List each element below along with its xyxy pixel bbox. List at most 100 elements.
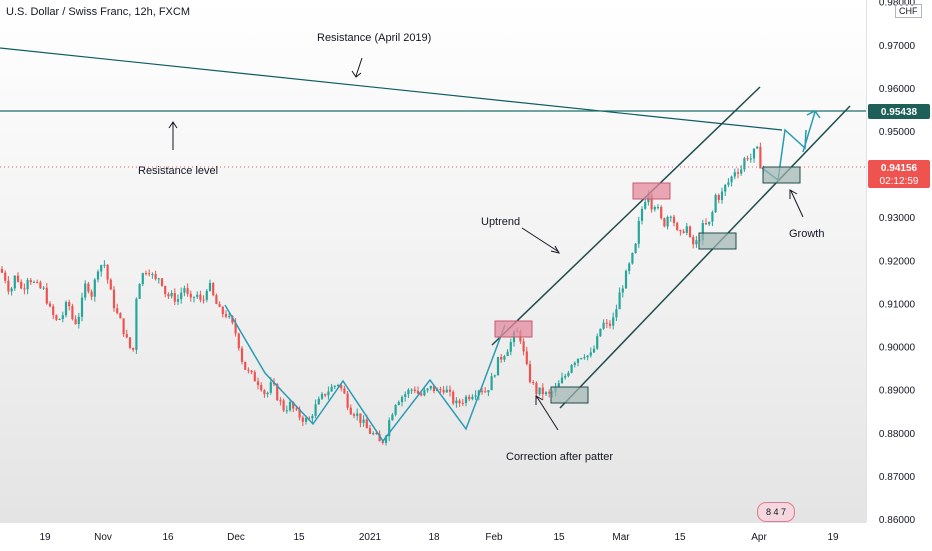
candle-body-17 xyxy=(55,315,58,320)
candle-body-36 xyxy=(116,308,119,314)
time-tick-8: 15 xyxy=(553,532,565,543)
price-axis[interactable] xyxy=(866,0,932,522)
candle-body-16 xyxy=(52,306,55,316)
candle-body-206 xyxy=(660,206,663,219)
candle-body-183 xyxy=(586,355,589,358)
candle-body-40 xyxy=(128,337,132,348)
candle-body-182 xyxy=(583,357,586,359)
countdown-label: 02:12:59 xyxy=(880,176,919,187)
candle-body-142 xyxy=(455,400,458,404)
candle-body-198 xyxy=(634,243,637,253)
candle-body-61 xyxy=(196,294,199,297)
candle-body-19 xyxy=(61,315,64,319)
tradingview-badge[interactable]: 8 4 7 xyxy=(757,502,795,522)
candle-body-145 xyxy=(464,396,468,403)
candle-body-186 xyxy=(596,336,599,349)
currency-badge[interactable]: CHF xyxy=(895,4,922,18)
candle-body-41 xyxy=(132,347,135,350)
candle-body-32 xyxy=(103,264,106,266)
candle-body-158 xyxy=(506,351,509,357)
candle-body-194 xyxy=(621,288,624,293)
candle-body-35 xyxy=(112,289,116,309)
candle-body-167 xyxy=(535,382,538,395)
candle-body-210 xyxy=(672,216,676,223)
candle-body-226 xyxy=(724,184,727,192)
candle-body-193 xyxy=(618,292,621,310)
candle-body-147 xyxy=(471,396,474,400)
candle-body-11 xyxy=(36,281,39,283)
candle-body-45 xyxy=(144,273,148,275)
candle-body-86 xyxy=(276,384,279,401)
candle-body-65 xyxy=(208,283,212,291)
candle-body-169 xyxy=(541,387,544,395)
candle-body-174 xyxy=(557,383,560,388)
candle-body-90 xyxy=(288,402,292,411)
candle-body-21 xyxy=(68,302,71,307)
price-tick-5: 0.93000 xyxy=(879,213,916,224)
time-tick-9: Mar xyxy=(612,532,630,543)
candle-body-222 xyxy=(711,212,714,222)
candle-body-236 xyxy=(756,146,759,149)
candle-body-153 xyxy=(490,376,493,391)
candle-body-164 xyxy=(525,351,528,365)
candle-body-170 xyxy=(544,392,548,395)
support-box-3 xyxy=(762,166,801,184)
resistance-level-arrow xyxy=(168,121,178,150)
candle-body-177 xyxy=(567,372,570,377)
candle-body-116 xyxy=(372,433,375,435)
candle-body-27 xyxy=(87,283,90,292)
support-box-2 xyxy=(698,232,737,250)
candle-body-75 xyxy=(240,348,244,362)
price-tick-3: 0.95000 xyxy=(879,127,916,138)
candle-body-217 xyxy=(695,240,698,245)
candle-body-139 xyxy=(445,389,448,393)
candle-body-13 xyxy=(42,287,45,289)
pattern-zigzag xyxy=(224,304,506,443)
candle-body-199 xyxy=(637,220,640,244)
candle-body-104 xyxy=(333,385,336,387)
candle-body-95 xyxy=(304,418,308,422)
candle-body-71 xyxy=(228,316,231,318)
candle-body-56 xyxy=(180,292,183,300)
candle-body-197 xyxy=(631,252,634,264)
candle-body-230 xyxy=(736,172,740,174)
candle-body-2 xyxy=(7,280,10,292)
candle-body-152 xyxy=(487,390,490,393)
candle-body-91 xyxy=(292,402,295,409)
candle-body-126 xyxy=(404,394,407,397)
candle-body-37 xyxy=(119,313,122,319)
candle-body-81 xyxy=(260,385,263,391)
candle-body-141 xyxy=(452,391,455,404)
candle-body-131 xyxy=(420,393,423,396)
candle-body-124 xyxy=(397,402,400,405)
time-tick-7: Feb xyxy=(485,532,503,543)
time-tick-1: Nov xyxy=(94,532,112,543)
candle-body-42 xyxy=(135,298,138,350)
channel-lower-line xyxy=(559,105,851,409)
candle-body-76 xyxy=(244,361,247,370)
time-axis[interactable] xyxy=(0,522,866,551)
candle-body-237 xyxy=(759,146,762,169)
time-tick-12: 19 xyxy=(827,532,839,543)
plot-area[interactable] xyxy=(0,0,866,522)
candle-body-82 xyxy=(263,390,266,395)
candles-layer xyxy=(0,142,765,446)
support-box-1 xyxy=(550,386,589,404)
candle-body-77 xyxy=(247,369,250,371)
candle-body-53 xyxy=(170,292,173,297)
candle-body-30 xyxy=(96,271,100,280)
candle-body-103 xyxy=(330,386,333,392)
candle-body-227 xyxy=(727,182,730,185)
resistance-level-note: Resistance level xyxy=(138,165,218,177)
candle-body-4 xyxy=(13,275,16,289)
candle-body-38 xyxy=(122,318,125,335)
candle-body-29 xyxy=(93,279,96,297)
candle-body-33 xyxy=(106,264,109,280)
correction-note: Correction after patter xyxy=(506,451,613,463)
candle-body-93 xyxy=(298,409,301,418)
candle-body-114 xyxy=(365,419,368,429)
candle-body-107 xyxy=(343,388,346,394)
candle-body-120 xyxy=(384,436,388,443)
candle-body-146 xyxy=(468,396,471,400)
